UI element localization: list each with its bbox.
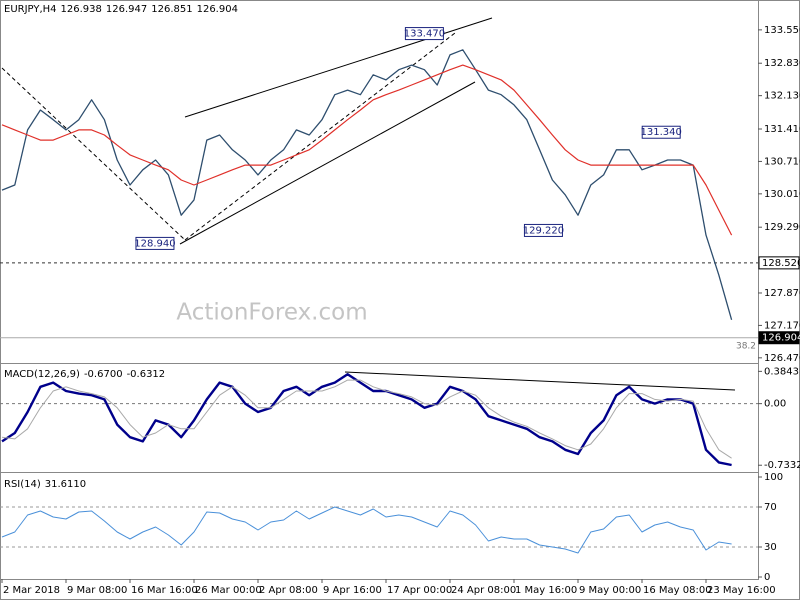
x-tick-label: 9 Apr 16:00: [323, 585, 382, 596]
indicator-title: MACD(12,26,9): [4, 369, 80, 380]
y-tick-label: -0.7332: [764, 460, 800, 471]
annotation-label: 133.470: [404, 29, 445, 40]
y-tick-label: 130.710: [764, 156, 800, 167]
annotation-label: 128.940: [134, 238, 175, 249]
x-tick-label: 1 May 16:00: [515, 585, 577, 596]
ohlc-value: 126.947: [106, 4, 147, 15]
series-line: [1, 373, 732, 467]
annotation-box: [404, 27, 444, 41]
price-label: 126.904: [762, 333, 800, 344]
indicator-title: RSI(14): [4, 479, 41, 490]
y-tick-label: 100: [764, 472, 783, 483]
x-tick-label: 9 May 00:00: [579, 585, 641, 596]
y-tick-label: 30: [764, 542, 777, 553]
x-tick-label: 9 Mar 08:00: [67, 585, 127, 596]
macd-trendline: [344, 371, 736, 391]
x-tick-label: 17 Apr 00:00: [387, 585, 452, 596]
y-tick-label: 131.410: [764, 124, 800, 135]
series-line: [1, 379, 732, 459]
y-tick-label: 132.830: [764, 58, 800, 69]
rsi-header: RSI(14) 31.6110: [4, 479, 86, 490]
price-label: 128.520: [762, 258, 800, 269]
series-line: [1, 49, 733, 320]
series-line: [1, 506, 732, 554]
y-tick-label: 133.550: [764, 25, 800, 36]
y-tick-label: 127.870: [764, 288, 800, 299]
series-line: [1, 64, 733, 236]
ohlc-value: 126.938: [61, 4, 102, 15]
y-tick-label: 70: [764, 502, 777, 513]
watermark: ActionForex.com: [176, 300, 367, 326]
y-tick-label: 0: [764, 572, 770, 583]
ohlc-value: 126.851: [151, 4, 192, 15]
x-tick-label: 23 May 16:00: [707, 585, 776, 596]
x-tick-label: 16 Mar 16:00: [131, 585, 198, 596]
fib-line: [184, 32, 456, 241]
trendline: [179, 81, 476, 245]
trendlines: [1, 17, 736, 391]
annotation-box: [641, 125, 681, 139]
x-tick-label: 24 Apr 08:00: [451, 585, 516, 596]
annotation-box: [523, 223, 563, 237]
fib-label: 38.2: [736, 342, 756, 352]
x-tick-label: 2 Apr 08:00: [259, 585, 318, 596]
y-tick-label: 129.290: [764, 222, 800, 233]
y-tick-label: 132.130: [764, 91, 800, 102]
y-tick-label: 127.170: [764, 320, 800, 331]
x-tick-label: 16 May 08:00: [643, 585, 712, 596]
macd-header: MACD(12,26,9) -0.6700 -0.6312: [4, 369, 165, 380]
readout: -0.6312: [127, 369, 166, 380]
annotation-label: 129.220: [523, 225, 564, 236]
header: EURJPY,H4 126.938 126.947 126.851 126.904: [4, 4, 238, 15]
annotation-label: 131.340: [641, 127, 682, 138]
x-tick-label: 26 Mar 00:00: [195, 585, 262, 596]
annotation-box: [135, 236, 175, 250]
y-tick-label: 130.010: [764, 189, 800, 200]
y-tick-label: 126.470: [764, 353, 800, 364]
price-label-box: [758, 256, 800, 270]
price-label-box: [758, 331, 800, 345]
symbol: EURJPY,H4: [4, 4, 57, 15]
readout: -0.6700: [84, 369, 123, 380]
ohlc-value: 126.904: [197, 4, 238, 15]
x-tick-label: 2 Mar 2018: [3, 585, 60, 596]
readout: 31.6110: [45, 479, 86, 490]
y-tick-label: 0.00: [764, 399, 786, 410]
y-tick-label: 0.3843: [764, 366, 799, 377]
